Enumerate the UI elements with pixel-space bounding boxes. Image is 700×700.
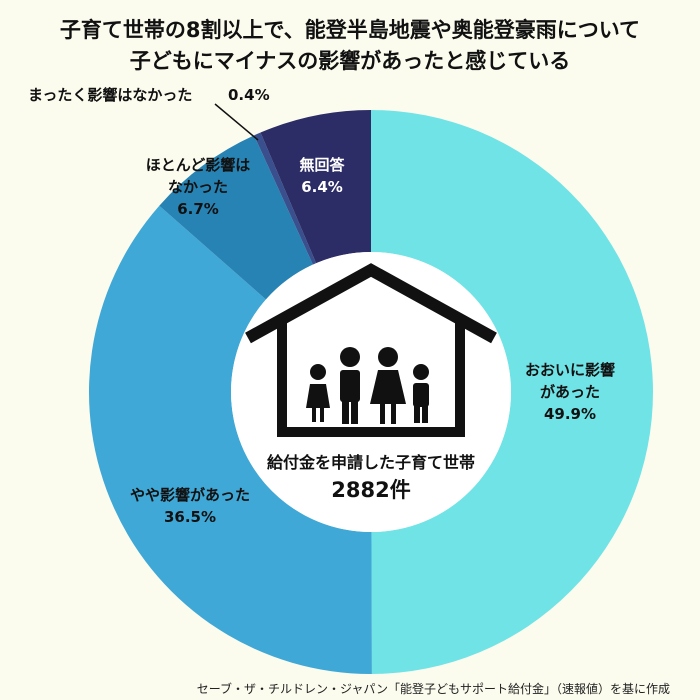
slice-value-4: 6.4% bbox=[301, 178, 343, 196]
slice-label-1: やや影響があった 36.5% bbox=[130, 486, 250, 526]
slice-label-3: まったく影響はなかった 0.4% bbox=[28, 86, 270, 104]
donut-hole bbox=[231, 252, 511, 532]
center-count: 2882件 bbox=[331, 478, 410, 502]
donut-slice-2 bbox=[159, 135, 313, 300]
slice-label-0: おおいに影響があった 49.9% bbox=[525, 361, 615, 423]
slice-value-3: 0.4% bbox=[228, 86, 270, 104]
house-family-icon bbox=[245, 263, 497, 437]
source-note: セーブ・ザ・チルドレン・ジャパン「能登子どもサポート給付金」（速報値）を基に作成 bbox=[196, 682, 670, 696]
donut-slice-4 bbox=[260, 110, 371, 264]
slice-label-4: 無回答 6.4% bbox=[299, 156, 345, 196]
slice-value-1: 36.5% bbox=[164, 508, 216, 526]
slice-label-2: ほとんど影響はなかった 6.7% bbox=[146, 156, 251, 218]
donut-slice-1 bbox=[88, 205, 372, 674]
donut-slice-0 bbox=[371, 110, 653, 674]
donut-slice-3 bbox=[254, 132, 317, 265]
center-label: 給付金を申請した子育て世帯 bbox=[267, 453, 475, 472]
slice-value-2: 6.7% bbox=[177, 200, 219, 218]
leader-line-none bbox=[214, 103, 259, 141]
slice-value-0: 49.9% bbox=[544, 405, 596, 423]
chart-title-line-2: 子どもにマイナスの影響があったと感じている bbox=[129, 49, 571, 73]
chart-title-line-1: 子育て世帯の8割以上で、能登半島地震や奥能登豪雨について bbox=[59, 18, 641, 42]
